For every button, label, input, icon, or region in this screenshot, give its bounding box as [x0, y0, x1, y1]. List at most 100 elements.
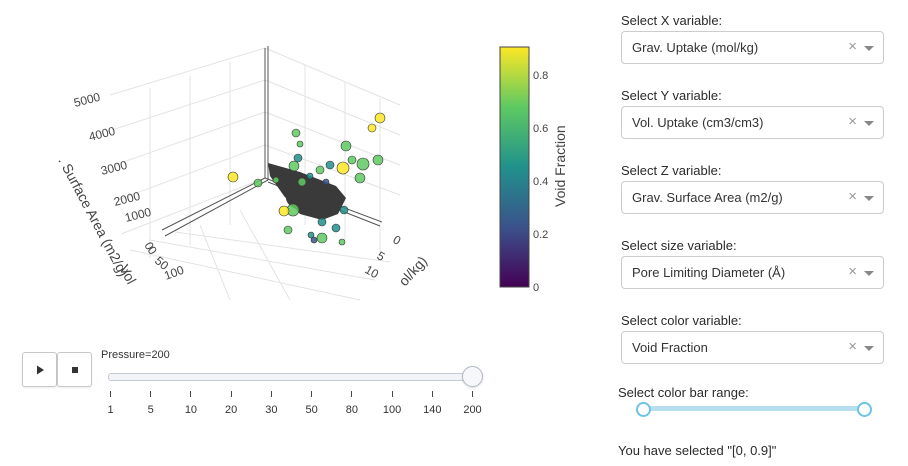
scatter-marker — [347, 155, 357, 165]
scatter-marker — [372, 154, 384, 166]
z-variable-value: Grav. Surface Area (m2/g) — [632, 190, 783, 205]
scatter-marker — [272, 176, 280, 184]
colorbar-tick: 0 — [533, 282, 539, 294]
colorbar-tick: 0.8 — [533, 70, 548, 82]
pressure-step-label[interactable]: 140 — [423, 404, 442, 416]
stop-button[interactable] — [57, 352, 92, 387]
color-variable-dropdown[interactable]: Void Fraction × — [621, 331, 884, 364]
pressure-step-label[interactable]: 80 — [345, 404, 358, 416]
scatter-marker — [278, 205, 290, 217]
clear-icon[interactable]: × — [848, 338, 857, 355]
pressure-step-tick — [190, 391, 192, 397]
scatter-marker — [339, 205, 349, 215]
chevron-down-icon[interactable] — [864, 46, 874, 51]
size-variable-dropdown[interactable]: Pore Limiting Diameter (Å) × — [621, 256, 884, 289]
color-variable-value: Void Fraction — [632, 340, 708, 355]
colorbar-tick: 0.4 — [533, 176, 548, 188]
z-tick: 3000 — [99, 158, 129, 178]
y-variable-dropdown[interactable]: Vol. Uptake (cm3/cm3) × — [621, 106, 884, 139]
scatter-marker — [316, 232, 328, 244]
scatter-marker — [336, 161, 350, 175]
color-range-label: Select color bar range: — [618, 385, 749, 400]
scatter-marker — [310, 236, 318, 244]
scatter-marker — [253, 178, 263, 188]
z-variable-dropdown[interactable]: Grav. Surface Area (m2/g) × — [621, 181, 884, 214]
scatter-markers — [227, 112, 386, 246]
scatter-marker — [293, 153, 303, 163]
colorbar-tick: 0.2 — [533, 229, 548, 241]
stop-icon — [71, 366, 78, 373]
pressure-step-tick — [150, 391, 152, 397]
pressure-step-tick — [391, 391, 393, 397]
scatter-marker — [297, 177, 307, 187]
scatter-marker — [354, 172, 366, 184]
pressure-step-tick — [472, 391, 473, 397]
z-axis-ticks: 5000 4000 3000 2000 1000 0 — [72, 90, 157, 253]
colorbar-title: Void Fraction — [552, 125, 568, 207]
pressure-slider-track[interactable] — [108, 373, 474, 381]
scatter-marker — [296, 140, 304, 148]
clear-icon[interactable]: × — [848, 113, 857, 130]
pressure-step-label[interactable]: 1 — [107, 404, 114, 416]
pressure-step-tick — [431, 391, 433, 397]
play-button[interactable] — [22, 352, 57, 387]
scatter-marker — [288, 160, 300, 172]
scatter-marker — [291, 128, 301, 138]
pressure-step-label[interactable]: 30 — [265, 404, 278, 416]
color-variable-label: Select color variable: — [621, 313, 742, 328]
pressure-step-label[interactable]: 5 — [147, 404, 154, 416]
scatter-marker — [356, 157, 370, 171]
clear-icon[interactable]: × — [848, 38, 857, 55]
chevron-down-icon[interactable] — [864, 121, 874, 126]
color-range-max-handle[interactable] — [857, 402, 872, 417]
z-tick: 4000 — [87, 124, 117, 144]
y-variable-label: Select Y variable: — [621, 88, 722, 103]
pressure-step-label[interactable]: 50 — [305, 404, 318, 416]
play-icon — [36, 365, 44, 374]
color-range-track[interactable] — [641, 406, 863, 411]
scatter-marker — [374, 112, 386, 124]
pressure-current-label: Pressure=200 — [101, 349, 170, 361]
pressure-slider-thumb[interactable] — [462, 366, 483, 387]
scatter-marker — [307, 231, 315, 239]
scatter-marker — [315, 165, 325, 175]
z-tick: 5000 — [72, 90, 102, 110]
scatter-marker — [322, 178, 330, 186]
x-variable-dropdown[interactable]: Grav. Uptake (mol/kg) × — [621, 31, 884, 64]
size-variable-label: Select size variable: — [621, 238, 737, 253]
colorbar-ticks: 0.8 0.6 0.4 0.2 0 — [533, 70, 548, 294]
size-variable-value: Pore Limiting Diameter (Å) — [632, 265, 786, 280]
scatter-marker — [367, 123, 377, 133]
x-axis-ticks: 0 5 10 — [363, 232, 404, 281]
pressure-step-tick — [311, 391, 313, 397]
pressure-step-tick — [270, 391, 272, 397]
y-tick: 100 — [162, 263, 186, 283]
y-variable-value: Vol. Uptake (cm3/cm3) — [632, 115, 764, 130]
x-variable-value: Grav. Uptake (mol/kg) — [632, 40, 759, 55]
pressure-step-label[interactable]: 10 — [184, 404, 198, 416]
y-axis-ticks: 0 50 100 — [145, 244, 187, 283]
point-cloud — [268, 163, 346, 220]
colorbar-tick: 0.6 — [533, 123, 548, 135]
pressure-step-label[interactable]: 20 — [225, 404, 238, 416]
chevron-down-icon[interactable] — [864, 346, 874, 351]
z-tick: 2000 — [112, 189, 142, 209]
axis-frame — [161, 46, 383, 237]
color-range-min-handle[interactable] — [636, 402, 651, 417]
x-tick: 0 — [391, 232, 404, 248]
scatter-marker — [283, 225, 293, 235]
selected-range-text: You have selected "[0, 0.9]" — [618, 443, 777, 458]
scatter-marker — [227, 171, 239, 183]
clear-icon[interactable]: × — [848, 263, 857, 280]
x-tick: 10 — [363, 262, 382, 281]
chevron-down-icon[interactable] — [864, 196, 874, 201]
pressure-step-label[interactable]: 200 — [463, 404, 482, 416]
scatter-3d-plot[interactable]: 5000 4000 3000 2000 1000 0 0 50 100 0 5 … — [0, 0, 600, 340]
colorbar — [499, 46, 530, 288]
pressure-step-tick — [110, 391, 111, 397]
clear-icon[interactable]: × — [848, 188, 857, 205]
pressure-step-label[interactable]: 100 — [382, 404, 402, 416]
chevron-down-icon[interactable] — [864, 271, 874, 276]
scatter-marker — [306, 172, 314, 180]
x-variable-label: Select X variable: — [621, 13, 723, 28]
